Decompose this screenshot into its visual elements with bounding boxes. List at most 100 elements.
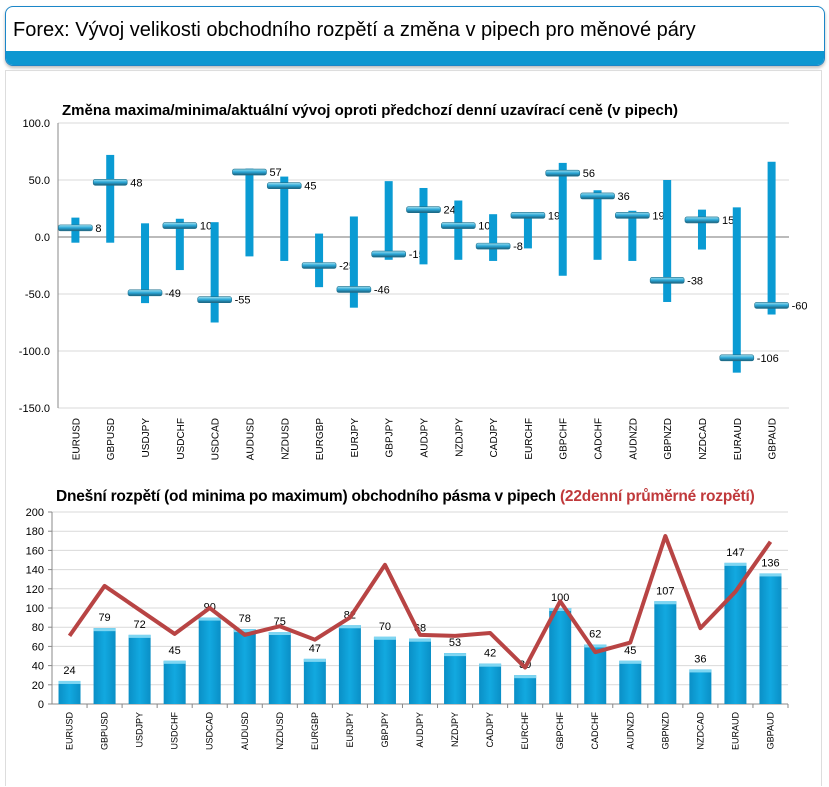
x-tick-label: GBPUSD bbox=[100, 712, 110, 751]
x-tick-label: GBPUSD bbox=[106, 418, 117, 460]
bar bbox=[198, 617, 221, 704]
bar bbox=[338, 625, 361, 704]
current-marker bbox=[301, 262, 337, 269]
x-tick-label: CADJPY bbox=[485, 712, 495, 748]
y-tick-label: 40 bbox=[32, 661, 44, 673]
bar-top bbox=[514, 675, 537, 679]
y-tick-label: 0.0 bbox=[35, 232, 50, 244]
x-tick-label: GBPNZD bbox=[660, 712, 670, 750]
bar bbox=[268, 632, 291, 704]
x-tick-label: GBPJPY bbox=[385, 418, 396, 458]
data-label: 72 bbox=[133, 619, 145, 631]
y-tick-label: 20 bbox=[32, 680, 44, 692]
bar bbox=[444, 653, 467, 704]
x-tick-label: NZDJPY bbox=[450, 712, 460, 747]
x-tick-label: NZDCAD bbox=[698, 418, 709, 460]
y-tick-label: 50.0 bbox=[29, 175, 50, 187]
data-label: 42 bbox=[484, 648, 496, 660]
current-marker bbox=[266, 182, 302, 189]
x-tick-label: EURCHF bbox=[524, 418, 535, 460]
bar-top bbox=[93, 628, 116, 632]
current-marker bbox=[92, 178, 128, 186]
data-label: 62 bbox=[589, 628, 601, 640]
current-marker bbox=[510, 212, 546, 219]
bar bbox=[373, 636, 396, 704]
range-bar bbox=[175, 218, 184, 271]
x-tick-label: NZDUSD bbox=[280, 418, 291, 460]
bar bbox=[654, 601, 677, 704]
range-bar bbox=[419, 187, 428, 265]
x-tick-label: AUDJPY bbox=[415, 712, 425, 748]
data-label: 36 bbox=[618, 191, 630, 203]
current-marker bbox=[684, 216, 720, 224]
x-tick-label: EURAUD bbox=[733, 418, 744, 460]
data-label: 100 bbox=[551, 592, 569, 604]
bar bbox=[409, 638, 431, 704]
x-tick-label: AUDUSD bbox=[245, 418, 256, 460]
current-marker bbox=[580, 192, 615, 200]
x-tick-label: NZDJPY bbox=[454, 418, 465, 457]
y-tick-label: 180 bbox=[26, 526, 44, 538]
data-label: 36 bbox=[694, 653, 706, 665]
range-bar bbox=[210, 222, 219, 323]
y-tick-label: 200 bbox=[26, 507, 44, 519]
current-marker bbox=[406, 206, 441, 213]
x-tick-label: CADCHF bbox=[590, 711, 600, 749]
bar-top bbox=[338, 625, 361, 629]
x-tick-label: USDCAD bbox=[211, 418, 222, 460]
x-tick-label: AUDJPY bbox=[420, 418, 431, 458]
x-tick-label: CADCHF bbox=[594, 418, 605, 460]
data-label: -49 bbox=[165, 288, 181, 300]
range-bar bbox=[489, 214, 498, 261]
x-tick-label: EURUSD bbox=[65, 712, 75, 751]
range-bar bbox=[384, 181, 393, 260]
x-tick-label: GBPAUD bbox=[768, 418, 779, 460]
range-bar bbox=[523, 215, 532, 249]
bar bbox=[163, 660, 186, 704]
y-tick-label: 0 bbox=[38, 699, 44, 711]
range-bar bbox=[280, 176, 289, 261]
data-label: 45 bbox=[169, 645, 181, 657]
chart-panel bbox=[5, 70, 822, 786]
y-tick-label: -150.0 bbox=[19, 403, 50, 415]
current-marker bbox=[441, 222, 476, 229]
range-bar bbox=[732, 207, 741, 373]
data-label: 19 bbox=[548, 210, 560, 222]
bar-top bbox=[233, 629, 256, 633]
x-tick-label: EURJPY bbox=[345, 712, 355, 748]
data-label: 45 bbox=[304, 181, 316, 193]
x-tick-label: AUDNZD bbox=[628, 418, 639, 460]
bar-top bbox=[689, 669, 712, 673]
range-bar bbox=[349, 216, 358, 308]
bar-top bbox=[619, 660, 642, 664]
x-tick-label: USDCHF bbox=[170, 711, 180, 749]
bar-top bbox=[549, 608, 572, 611]
range-bar bbox=[628, 210, 637, 261]
current-marker bbox=[371, 250, 406, 258]
data-label: 57 bbox=[269, 167, 281, 179]
bar-top bbox=[58, 680, 81, 684]
bar-top bbox=[268, 632, 291, 635]
current-marker bbox=[754, 302, 789, 309]
bar bbox=[303, 658, 326, 704]
y-tick-label: -50.0 bbox=[25, 289, 50, 301]
x-tick-label: USDCAD bbox=[205, 712, 215, 751]
x-tick-label: GBPCHF bbox=[555, 712, 565, 750]
y-tick-label: 120 bbox=[26, 584, 44, 596]
bar bbox=[549, 608, 572, 704]
range-bar bbox=[315, 233, 324, 288]
bar-top bbox=[303, 658, 326, 662]
current-marker bbox=[615, 212, 650, 219]
bar-top bbox=[444, 653, 467, 657]
range-bar bbox=[245, 168, 254, 257]
x-tick-label: GBPJPY bbox=[380, 712, 390, 748]
data-label: 136 bbox=[761, 557, 779, 569]
bar bbox=[689, 669, 712, 704]
current-marker bbox=[127, 289, 163, 297]
bar bbox=[58, 680, 81, 704]
range-bar bbox=[697, 209, 706, 250]
data-label: 24 bbox=[63, 665, 75, 677]
current-marker bbox=[649, 277, 685, 284]
x-tick-label: EURAUD bbox=[730, 712, 740, 751]
